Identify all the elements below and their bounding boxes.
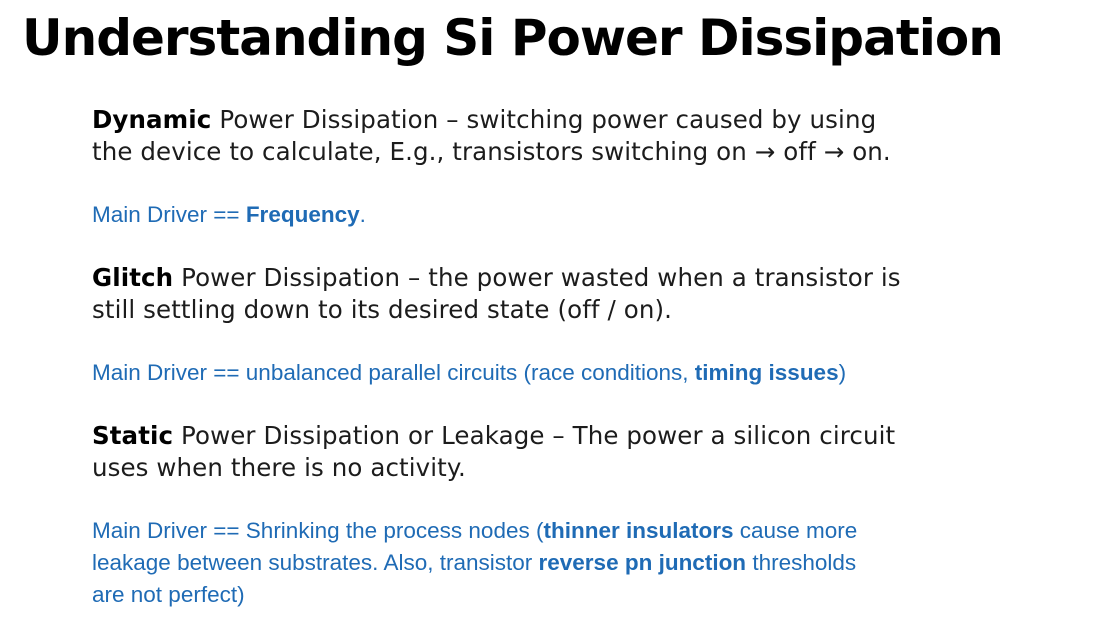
glitch-driver-highlight: timing issues xyxy=(694,360,839,385)
static-description-line2: uses when there is no activity. xyxy=(92,453,466,482)
dynamic-driver-suffix: . xyxy=(359,202,366,227)
glitch-description: Glitch Power Dissipation – the power was… xyxy=(92,262,1097,326)
glitch-description-line2: still settling down to its desired state… xyxy=(92,295,673,324)
glitch-description-line1: Power Dissipation – the power wasted whe… xyxy=(173,263,901,292)
dynamic-main-driver: Main Driver == Frequency. xyxy=(92,199,1097,231)
dynamic-description-line2: the device to calculate, E.g., transisto… xyxy=(92,137,891,166)
static-driver-highlight-2: reverse pn junction xyxy=(538,550,747,575)
dynamic-term: Dynamic xyxy=(92,105,212,134)
glitch-driver-suffix: ) xyxy=(838,360,847,385)
static-driver-line2-suffix: thresholds xyxy=(746,550,857,575)
slide-title: Understanding Si Power Dissipation xyxy=(22,9,1004,67)
static-description-line1: Power Dissipation or Leakage – The power… xyxy=(173,421,896,450)
static-description: Static Power Dissipation or Leakage – Th… xyxy=(92,420,1097,484)
static-driver-line2-prefix: leakage between substrates. Also, transi… xyxy=(92,550,539,575)
static-driver-line1-suffix: cause more xyxy=(733,518,858,543)
dynamic-description: Dynamic Power Dissipation – switching po… xyxy=(92,104,1097,168)
glitch-main-driver: Main Driver == unbalanced parallel circu… xyxy=(92,357,1097,389)
static-driver-highlight-1: thinner insulators xyxy=(543,518,734,543)
slide-body: Dynamic Power Dissipation – switching po… xyxy=(92,104,1097,611)
static-driver-line1-prefix: Main Driver == Shrinking the process nod… xyxy=(92,518,544,543)
static-term: Static xyxy=(92,421,174,450)
dynamic-driver-prefix: Main Driver == xyxy=(92,202,246,227)
static-main-driver: Main Driver == Shrinking the process nod… xyxy=(92,515,1097,611)
static-driver-line3: are not perfect) xyxy=(92,582,245,607)
dynamic-description-line1: Power Dissipation – switching power caus… xyxy=(211,105,877,134)
dynamic-driver-highlight: Frequency xyxy=(245,202,360,227)
glitch-driver-prefix: Main Driver == unbalanced parallel circu… xyxy=(92,360,695,385)
glitch-term: Glitch xyxy=(92,263,174,292)
